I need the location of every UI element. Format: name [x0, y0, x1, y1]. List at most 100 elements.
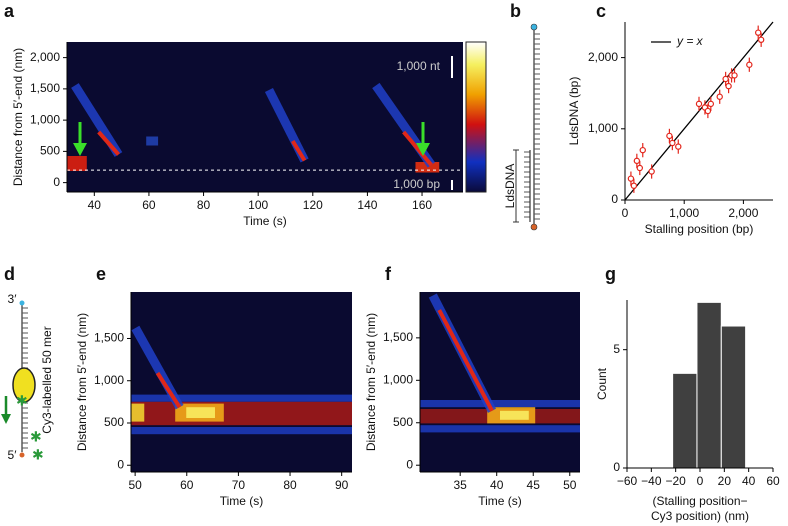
y-axis-label: Distance from 5′-end (nm) — [75, 313, 89, 451]
x-axis-label: Time (s) — [220, 494, 264, 508]
strand-end: 3′ — [8, 292, 18, 306]
arrow-head — [73, 143, 87, 156]
y-axis-label: LdsDNA (bp) — [567, 77, 581, 146]
panel-label: f — [385, 264, 392, 284]
y-tick-label: 1,500 — [94, 331, 124, 345]
x-tick-label: 20 — [718, 474, 732, 488]
point — [630, 182, 638, 189]
x-tick-label: 1,000 — [669, 206, 699, 220]
panel-g: g −60 −40 −20 0 20 40 60 0 5 (Stalling position−Cy… — [595, 264, 780, 523]
x-tick-label: 60 — [142, 198, 156, 212]
point — [722, 75, 729, 83]
arrow-head — [416, 143, 430, 156]
point — [636, 164, 644, 172]
panel-a: a 1,000 nt 1,000 bp 40 60 80 100 120 140 160 0 500 1… — [4, 1, 487, 228]
point — [704, 107, 712, 115]
x-tick-label: 120 — [303, 198, 323, 212]
x-tick-label: 90 — [335, 478, 349, 492]
x-tick-label: 140 — [357, 198, 377, 212]
legend-label: y = x — [676, 34, 704, 48]
x-tick-label: 2,000 — [728, 206, 758, 220]
x-tick-label: 160 — [412, 198, 432, 212]
y-tick-label: 0 — [613, 460, 620, 474]
x-tick-label: 40 — [88, 198, 102, 212]
y-axis-label: Distance from 5′-end (nm) — [364, 313, 378, 451]
svg-text:✱: ✱ — [30, 429, 42, 445]
y-axis-label: Distance from 5′-end (nm) — [11, 48, 25, 186]
point — [725, 82, 732, 90]
point — [716, 93, 723, 100]
x-tick-label: 70 — [232, 478, 246, 492]
x-tick-label: 80 — [283, 478, 297, 492]
y-tick-label: 500 — [393, 415, 413, 429]
x-tick-label: −20 — [665, 474, 686, 488]
point — [639, 146, 646, 154]
bar — [696, 301, 722, 469]
y-tick-label: 0 — [406, 457, 413, 471]
diagram-b: b LdsDNA — [503, 1, 540, 231]
point — [755, 29, 762, 36]
x-tick-label: 60 — [766, 474, 780, 488]
kymograph-signal — [437, 309, 494, 412]
diagram-label: LdsDNA — [503, 164, 517, 209]
panel-label: g — [605, 264, 616, 284]
y-tick-label: 0 — [611, 192, 618, 206]
y-tick-label: 500 — [40, 144, 60, 158]
x-tick-label: 35 — [454, 478, 468, 492]
point — [675, 143, 682, 150]
kymograph-signal — [420, 425, 580, 433]
kymograph-signal — [500, 410, 529, 420]
bar — [720, 325, 747, 469]
x-tick-label: 40 — [742, 474, 756, 488]
kymograph-signal — [131, 427, 352, 435]
panel-label: d — [4, 264, 15, 284]
kymograph-signal — [131, 394, 352, 402]
x-tick-label: 60 — [180, 478, 194, 492]
panel-label: c — [596, 1, 606, 21]
bar — [672, 372, 698, 469]
point — [633, 157, 641, 165]
kymograph-signal — [155, 371, 182, 409]
scale-bar-label: 1,000 bp — [393, 177, 440, 191]
svg-text:✱: ✱ — [16, 393, 28, 409]
x-axis-label: (Stalling position− — [652, 494, 747, 508]
kymograph-signal — [415, 162, 440, 173]
y-tick-label: 1,500 — [383, 330, 413, 344]
kymograph-signal — [131, 401, 352, 426]
point — [707, 100, 715, 108]
x-tick-label: 40 — [490, 478, 504, 492]
x-tick-label: −60 — [617, 474, 638, 488]
point — [695, 100, 703, 108]
point — [757, 36, 765, 44]
y-axis-label: Count — [595, 367, 609, 400]
point — [648, 168, 655, 175]
x-axis-label: Stalling position (bp) — [645, 222, 754, 236]
point — [627, 175, 635, 182]
x-tick-label: 80 — [197, 198, 211, 212]
x-axis-label: Time (s) — [243, 214, 287, 228]
point — [731, 72, 738, 79]
panel-label: e — [96, 264, 106, 284]
kymograph-signal — [71, 83, 123, 157]
x-tick-label: 50 — [128, 478, 142, 492]
panel-label: b — [510, 1, 521, 21]
kymograph-signal — [186, 407, 215, 418]
colorbar — [465, 41, 487, 193]
strand-end: 5′ — [8, 448, 18, 462]
y-tick-label: 1,000 — [94, 373, 124, 387]
y-tick-label: 0 — [117, 457, 124, 471]
y-tick-label: 500 — [104, 415, 124, 429]
panel-c: c y = x 0 1,000 2,000 0 1,000 2,000 Stalling pos… — [567, 1, 774, 236]
x-tick-label: 45 — [527, 478, 541, 492]
x-tick-label: 0 — [622, 206, 629, 220]
y-tick-label: 2,000 — [588, 50, 618, 64]
y-tick-label: 1,000 — [383, 372, 413, 386]
panel-e: e 50 60 70 80 90 0 500 1,000 1,500 Time (s) Distanc… — [75, 264, 352, 508]
point — [666, 132, 673, 140]
y-tick-label: 2,000 — [30, 50, 60, 64]
diagram-d: d 3′ 5′ ✱ ✱ ✱ Cy3-labelled 50 mer — [1, 264, 54, 463]
kymograph-signal — [146, 136, 159, 146]
diagram-label: Cy3-labelled 50 mer — [40, 326, 54, 433]
point — [746, 61, 753, 68]
